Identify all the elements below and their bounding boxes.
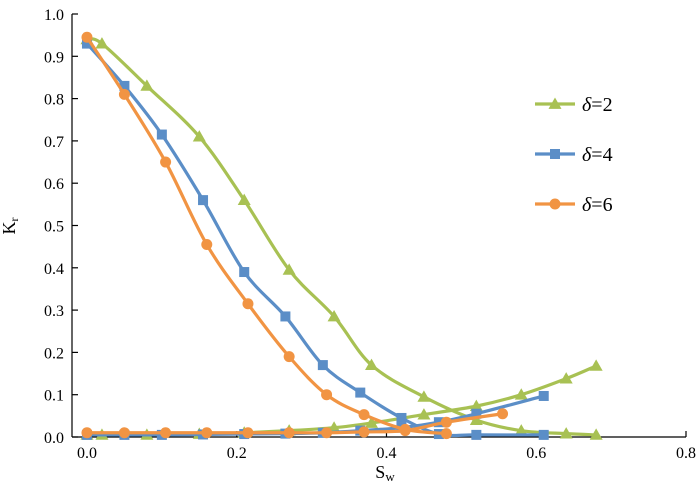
series-line: [85, 36, 447, 436]
data-point: [514, 424, 528, 436]
data-point: [118, 88, 130, 100]
data-point: [538, 390, 549, 401]
x-tick-label: 0.0: [77, 445, 97, 462]
data-point: [559, 372, 573, 384]
data-point: [81, 38, 92, 49]
y-tick-label: 1.0: [44, 7, 64, 24]
data-point: [589, 359, 603, 371]
data-point: [355, 387, 366, 398]
x-tick-label: 0.8: [676, 445, 696, 462]
y-tick-label: 0.0: [44, 430, 64, 447]
x-axis-label-sub: w: [385, 469, 395, 484]
data-point: [514, 388, 528, 400]
data-point: [440, 416, 452, 428]
data-point: [440, 428, 452, 440]
legend-symbol: δ: [582, 94, 592, 116]
data-point: [497, 408, 509, 420]
legend-value: =6: [591, 194, 612, 216]
legend-item: δ=6: [535, 194, 613, 216]
data-point: [81, 31, 93, 43]
data-point: [239, 267, 250, 278]
y-tick-label: 0.8: [44, 92, 64, 109]
series-line: [86, 37, 597, 437]
x-tick-label: 0.2: [227, 445, 247, 462]
data-point: [365, 358, 379, 370]
legend-item: δ=4: [535, 144, 613, 166]
data-point: [538, 429, 549, 440]
data-point: [317, 360, 328, 371]
legend-label: δ=2: [582, 94, 613, 116]
series-line: [86, 364, 597, 437]
legend-marker: [548, 97, 562, 109]
data-point: [242, 427, 254, 439]
data-point: [280, 311, 291, 322]
data-point: [471, 429, 482, 440]
legend-value: =2: [591, 94, 612, 116]
data-point: [160, 156, 172, 168]
legend-label: δ=6: [582, 194, 613, 216]
y-tick-label: 0.7: [44, 134, 64, 151]
data-point: [283, 351, 295, 363]
data-point: [242, 298, 254, 310]
legend-label: δ=4: [582, 144, 613, 166]
data-point: [365, 416, 379, 428]
data-point: [95, 37, 109, 49]
data-point: [140, 79, 154, 91]
legend-marker: [549, 198, 561, 210]
legend-symbol: δ: [582, 194, 592, 216]
y-tick-label: 0.4: [44, 261, 64, 278]
x-axis-label: Sw: [375, 462, 395, 484]
legend-symbol: δ: [582, 144, 592, 166]
legend-value: =4: [591, 144, 612, 166]
y-axis-label-sub: r: [7, 218, 21, 222]
data-point: [358, 409, 370, 421]
data-point: [417, 390, 431, 402]
legend-marker: [550, 149, 560, 159]
data-point: [589, 428, 603, 440]
data-point: [321, 427, 333, 439]
data-point: [201, 427, 213, 439]
legend-item: δ=2: [535, 94, 613, 116]
series-3: [81, 31, 509, 440]
series-layer: [80, 31, 603, 440]
axes: 0.0 0.2 0.4 0.6 0.8 0.0 0.1 0.2 0.3 0.4 0.5 0.6 0.7 0…: [44, 7, 696, 462]
x-tick-label: 0.4: [376, 445, 396, 462]
data-point: [321, 389, 333, 401]
data-point: [237, 193, 251, 205]
data-point: [559, 427, 573, 439]
data-point: [119, 80, 130, 91]
data-point: [399, 425, 411, 437]
y-tick-label: 0.2: [44, 345, 64, 362]
data-point: [192, 130, 206, 142]
data-point: [469, 399, 483, 411]
data-point: [160, 427, 172, 439]
y-tick-label: 0.3: [44, 303, 64, 320]
data-point: [81, 427, 93, 439]
data-point: [358, 426, 370, 438]
legend: δ=2δ=4δ=6: [535, 94, 613, 216]
y-tick-label: 0.6: [44, 176, 64, 193]
data-point: [283, 427, 295, 439]
data-point: [282, 263, 296, 275]
y-tick-label: 0.5: [44, 219, 64, 236]
data-point: [327, 309, 341, 322]
y-axis-label-main: K: [0, 222, 19, 235]
data-point: [118, 427, 130, 439]
data-point: [417, 408, 431, 420]
data-point: [201, 239, 213, 251]
data-point: [469, 413, 483, 425]
series-line: [85, 42, 544, 438]
data-point: [198, 195, 209, 206]
y-tick-label: 0.1: [44, 388, 64, 405]
y-axis-label: Kr: [0, 218, 21, 235]
series-2: [81, 38, 549, 440]
data-point: [471, 408, 482, 419]
y-tick-label: 0.9: [44, 49, 64, 66]
data-point: [156, 129, 167, 140]
x-tick-label: 0.6: [526, 445, 546, 462]
data-point: [396, 412, 407, 423]
x-axis-label-main: S: [375, 462, 385, 482]
